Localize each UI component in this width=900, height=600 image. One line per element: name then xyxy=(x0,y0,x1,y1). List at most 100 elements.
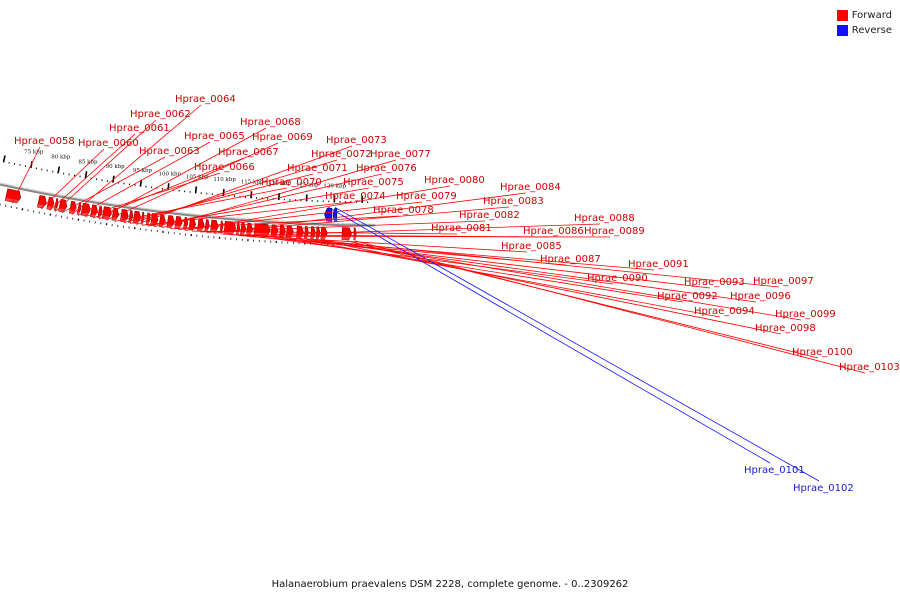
gene-label[interactable]: Hprae_0062 xyxy=(130,109,191,120)
label-leader xyxy=(200,220,486,233)
legend-label-forward: Forward xyxy=(851,10,892,21)
major-tick xyxy=(2,155,6,163)
gene-label[interactable]: Hprae_0090 xyxy=(587,273,648,284)
tick-label: 75 kbp xyxy=(24,149,44,155)
gene-label[interactable]: Hprae_0076 xyxy=(356,163,417,174)
label-leader xyxy=(249,235,611,238)
label-leader xyxy=(40,148,105,210)
label-leader xyxy=(99,127,267,220)
label-leader xyxy=(328,206,771,464)
gene-arrow[interactable] xyxy=(4,188,22,204)
gene-label[interactable]: Hprae_0091 xyxy=(628,259,689,270)
tick-label: 90 kbp xyxy=(106,164,126,170)
label-leader xyxy=(191,230,458,235)
tick-label: 120 kbp xyxy=(268,181,291,187)
label-leader xyxy=(221,233,528,253)
label-leader xyxy=(130,159,338,224)
gene-label[interactable]: Hprae_0077 xyxy=(370,149,431,160)
label-leader xyxy=(274,237,655,271)
gene-arrow[interactable] xyxy=(46,196,55,210)
gene-label[interactable]: Hprae_0067 xyxy=(218,147,279,158)
major-tick xyxy=(194,186,198,194)
gene-label[interactable]: Hprae_0085 xyxy=(501,241,562,252)
label-leader xyxy=(334,207,820,482)
label-leader xyxy=(299,238,721,318)
label-leader xyxy=(282,237,684,303)
label-leader xyxy=(312,239,780,288)
label-leader xyxy=(106,142,279,221)
gene-label[interactable]: Hprae_0103 xyxy=(839,362,900,373)
gene-label[interactable]: Hprae_0082 xyxy=(459,210,520,221)
gene-label[interactable]: Hprae_0089 xyxy=(584,226,645,237)
tick-label: 85 kbp xyxy=(78,159,98,165)
gene-label[interactable]: Hprae_0074 xyxy=(325,191,386,202)
forward-swatch xyxy=(836,10,848,21)
gene-arrow[interactable] xyxy=(68,200,77,214)
tick-label: 110 kbp xyxy=(213,177,236,183)
gene-label[interactable]: Hprae_0086 xyxy=(523,226,584,237)
label-leader xyxy=(213,192,527,234)
label-leader xyxy=(78,141,211,216)
label-leader xyxy=(161,159,397,229)
gene-arrow[interactable] xyxy=(128,210,134,223)
gene-label[interactable]: Hprae_0083 xyxy=(483,196,544,207)
legend-item-forward: Forward xyxy=(836,8,892,23)
tick-label: 105 kbp xyxy=(186,174,209,180)
gene-label[interactable]: Hprae_0071 xyxy=(287,163,348,174)
gene-label[interactable]: Hprae_0080 xyxy=(424,175,485,186)
gene-labels: Hprae_0058 Hprae_0060 Hprae_0061 Hprae_0062… xyxy=(11,94,900,494)
gene-label[interactable]: Hprae_0100 xyxy=(792,347,853,358)
major-tick xyxy=(139,179,143,187)
major-tick xyxy=(57,166,61,174)
gene-label[interactable]: Hprae_0101 xyxy=(744,465,805,476)
label-leader xyxy=(11,146,41,204)
gene-label[interactable]: Hprae_0097 xyxy=(753,276,814,287)
gene-label[interactable]: Hprae_0068 xyxy=(240,117,301,128)
gene-arrow[interactable] xyxy=(119,208,129,223)
gene-label[interactable]: Hprae_0099 xyxy=(775,309,836,320)
gene-label[interactable]: Hprae_0075 xyxy=(343,177,404,188)
label-leader xyxy=(242,223,601,237)
reverse-swatch xyxy=(836,25,848,36)
label-leader xyxy=(153,173,383,228)
gene-label[interactable]: Hprae_0073 xyxy=(326,135,387,146)
label-leader xyxy=(123,173,314,224)
gene-label[interactable]: Hprae_0092 xyxy=(657,291,718,302)
gene-label[interactable]: Hprae_0087 xyxy=(540,254,601,265)
label-leader xyxy=(114,187,288,222)
label-leader xyxy=(61,156,166,214)
gene-label[interactable]: Hprae_0070 xyxy=(261,177,322,188)
label-leader xyxy=(354,240,866,374)
gene-label[interactable]: Hprae_0093 xyxy=(684,277,745,288)
gene-label[interactable]: Hprae_0094 xyxy=(694,306,755,317)
gene-label[interactable]: Hprae_0061 xyxy=(109,123,170,134)
gene-label[interactable]: Hprae_0065 xyxy=(184,131,245,142)
tick-label: 95 kbp xyxy=(133,168,153,174)
gene-label[interactable]: Hprae_0063 xyxy=(139,146,200,157)
gene-label[interactable]: Hprae_0060 xyxy=(78,138,139,149)
gene-label[interactable]: Hprae_0096 xyxy=(730,291,791,302)
label-leader xyxy=(71,104,202,215)
label-leader xyxy=(136,145,353,225)
gene-label[interactable]: Hprae_0079 xyxy=(396,191,457,202)
major-tick xyxy=(84,171,88,179)
gene-label[interactable]: Hprae_0064 xyxy=(175,94,236,105)
legend-label-reverse: Reverse xyxy=(851,25,892,36)
label-leader xyxy=(317,239,782,335)
gene-label[interactable]: Hprae_0088 xyxy=(574,213,635,224)
gene-label[interactable]: Hprae_0058 xyxy=(14,136,75,147)
gene-label[interactable]: Hprae_0072 xyxy=(311,149,372,160)
label-leader xyxy=(49,133,136,211)
gene-arrow[interactable] xyxy=(36,195,47,209)
gene-label[interactable]: Hprae_0078 xyxy=(373,205,434,216)
gene-label[interactable]: Hprae_0069 xyxy=(252,132,313,143)
legend-item-reverse: Reverse xyxy=(836,23,892,38)
label-leader xyxy=(261,236,614,285)
gene-label[interactable]: Hprae_0098 xyxy=(755,323,816,334)
label-leader xyxy=(93,157,245,219)
gene-label[interactable]: Hprae_0084 xyxy=(500,182,561,193)
label-leader xyxy=(55,119,157,212)
major-tick xyxy=(167,183,170,191)
gene-label[interactable]: Hprae_0102 xyxy=(793,483,854,494)
